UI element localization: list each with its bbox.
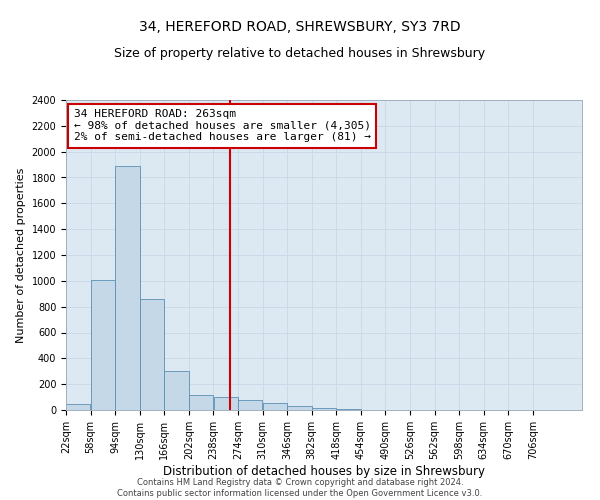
X-axis label: Distribution of detached houses by size in Shrewsbury: Distribution of detached houses by size …: [163, 464, 485, 477]
Bar: [263, 403, 287, 410]
Text: Contains HM Land Registry data © Crown copyright and database right 2024.
Contai: Contains HM Land Registry data © Crown c…: [118, 478, 482, 498]
Bar: [312, 408, 336, 410]
Bar: [238, 400, 262, 410]
Bar: [115, 166, 140, 410]
Bar: [189, 394, 213, 410]
Bar: [287, 406, 311, 410]
Bar: [140, 299, 164, 410]
Bar: [66, 404, 91, 410]
Text: 34, HEREFORD ROAD, SHREWSBURY, SY3 7RD: 34, HEREFORD ROAD, SHREWSBURY, SY3 7RD: [139, 20, 461, 34]
Y-axis label: Number of detached properties: Number of detached properties: [16, 168, 26, 342]
Bar: [164, 371, 188, 410]
Text: Size of property relative to detached houses in Shrewsbury: Size of property relative to detached ho…: [115, 48, 485, 60]
Bar: [91, 280, 115, 410]
Bar: [214, 397, 238, 410]
Text: 34 HEREFORD ROAD: 263sqm
← 98% of detached houses are smaller (4,305)
2% of semi: 34 HEREFORD ROAD: 263sqm ← 98% of detach…: [74, 110, 371, 142]
